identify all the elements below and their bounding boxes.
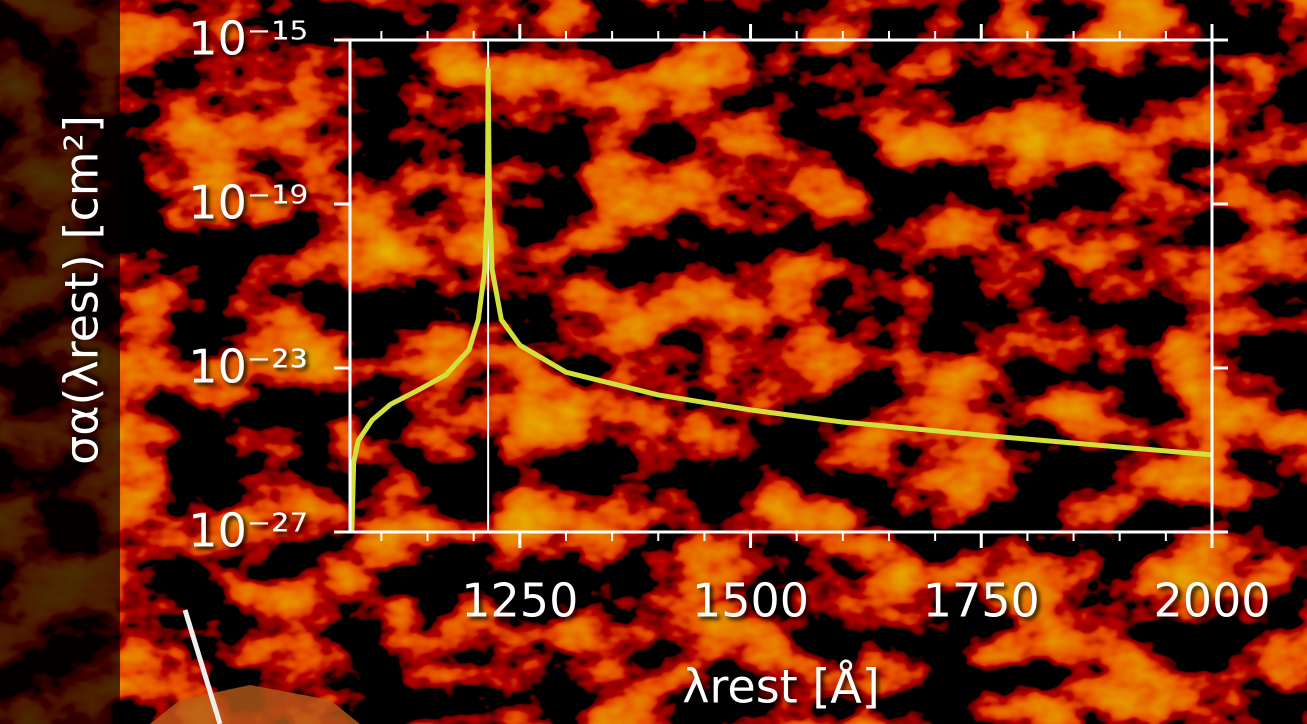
background-shape xyxy=(150,685,360,724)
y-tick-label: 10⁻²⁷ xyxy=(188,504,308,558)
x-tick-label: 1750 xyxy=(923,574,1040,628)
plot-frame xyxy=(348,38,1214,534)
data-line xyxy=(349,67,1213,533)
background-shade xyxy=(0,0,120,724)
y-axis-label: σα(λrest) [cm²] xyxy=(55,115,109,465)
x-tick-label: 2000 xyxy=(1153,574,1270,628)
background-streak xyxy=(182,609,223,724)
y-tick-label: 10⁻¹⁵ xyxy=(188,12,308,66)
y-tick-label: 10⁻²³ xyxy=(188,340,308,394)
y-tick-label: 10⁻¹⁹ xyxy=(188,176,308,230)
x-tick-label: 1250 xyxy=(461,574,578,628)
plot-area: 1250 1500 1750 2000 10⁻¹⁵ 10⁻¹⁹ 10⁻²³ 10⁻²⁷ xyxy=(188,12,1270,628)
x-tick-label: 1500 xyxy=(692,574,809,628)
x-axis-label: λrest [Å] xyxy=(682,660,879,714)
